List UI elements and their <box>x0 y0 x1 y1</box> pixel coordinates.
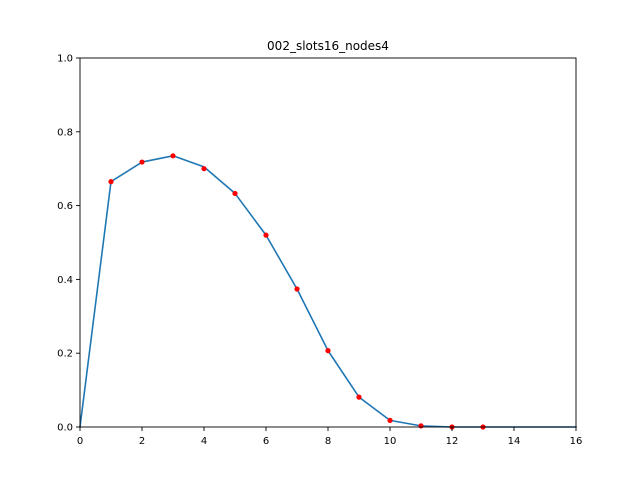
data-point-5 <box>232 190 238 197</box>
data-point-6 <box>263 232 269 238</box>
plot-area: 0 2 4 6 8 10 12 14 16 0.0 0.2 0.4 0.6 0.8 1.0 <box>57 54 582 448</box>
x-tick-label: 12 <box>446 436 459 447</box>
data-point-4 <box>201 166 207 172</box>
y-tick-label: 0.4 <box>57 275 73 286</box>
chart-title: 002_slots16_nodes4 <box>267 39 389 53</box>
x-tick-label: 4 <box>201 436 207 447</box>
data-point-11 <box>418 423 424 429</box>
x-tick-label: 0 <box>77 436 83 447</box>
data-point-8 <box>325 348 331 354</box>
y-tick-label: 0.6 <box>57 201 73 212</box>
data-point-7 <box>294 286 300 292</box>
data-point-1 <box>108 179 114 185</box>
y-tick-label: 1.0 <box>57 54 73 65</box>
data-point-9 <box>356 394 362 400</box>
y-tick-label: 0.0 <box>57 423 73 434</box>
y-tick-label: 0.2 <box>57 349 73 360</box>
axes-background <box>80 58 576 427</box>
data-point-3 <box>170 153 176 159</box>
x-tick-label: 16 <box>570 436 583 447</box>
data-point-2 <box>139 159 145 165</box>
x-tick-label: 14 <box>508 436 521 447</box>
x-tick-label: 2 <box>139 436 145 447</box>
x-tick-label: 10 <box>384 436 397 447</box>
x-tick-label: 6 <box>263 436 269 447</box>
y-tick-label: 0.8 <box>57 127 73 138</box>
x-tick-label: 8 <box>325 436 331 447</box>
data-point-10 <box>387 417 393 423</box>
